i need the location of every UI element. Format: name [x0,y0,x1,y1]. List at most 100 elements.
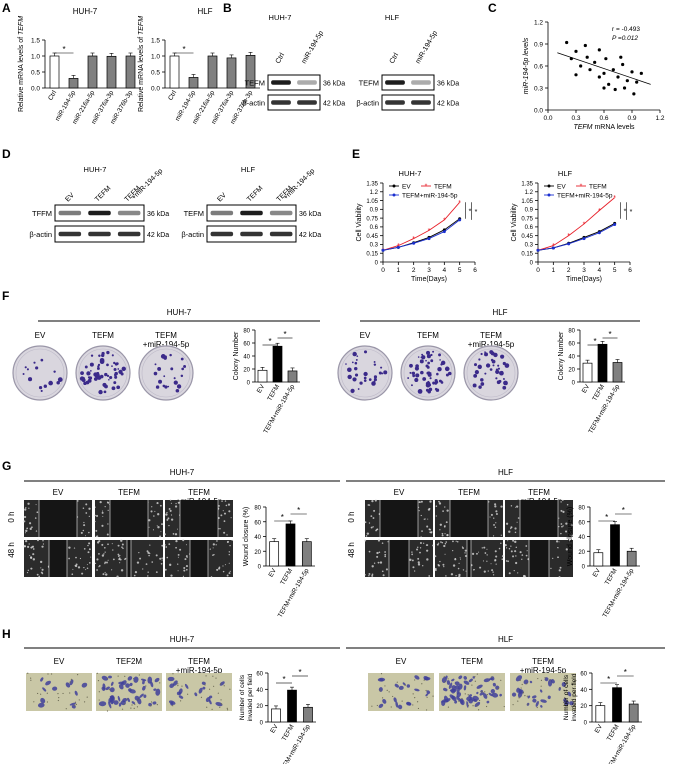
invaded-cell [468,678,473,683]
series-marker [597,231,601,235]
invaded-cell [219,681,225,686]
pore [575,679,577,682]
cell-speck [560,523,563,525]
colony [495,377,498,380]
y-tick-label: 0.15 [521,252,533,258]
lane-label: Ctrl [275,52,287,65]
group-title: HLF [492,308,507,317]
invaded-cell [535,700,539,707]
series-marker [536,248,540,252]
cell-speck [122,547,124,550]
cell-speck [514,527,517,530]
dish-rim [340,348,390,398]
pore [425,689,427,692]
cell-speck [177,570,179,572]
condition-label: EV [360,331,371,340]
lane-label: EV [216,192,228,204]
invaded-cell [425,693,429,697]
cell-speck [82,507,85,510]
colony [183,364,187,368]
condition-label: TEFM [118,488,140,497]
panel-letter-d: D [2,147,11,161]
legend-label: EV [557,184,566,191]
colony [497,367,501,370]
series-line [537,224,615,251]
pore [181,685,183,687]
protein-band [88,210,111,216]
regression-line [557,52,651,85]
legend-marker: * [425,184,428,191]
cell-speck [103,546,106,549]
pore [211,708,213,710]
invaded-cell [406,702,412,706]
invaded-cell [472,695,479,701]
cell-speck [101,510,104,512]
pore [177,683,179,685]
cell-speck [565,522,568,525]
y-tick-label: 20 [254,550,261,556]
series-marker [396,245,400,249]
cell-speck [210,576,213,578]
pore [46,692,48,694]
protein-band [210,231,234,237]
invaded-cell [458,675,463,680]
colony [368,378,372,381]
colony [48,380,53,386]
cell-speck [164,568,167,571]
colony [420,356,423,359]
cell-speck [28,507,30,509]
cell-speck [106,533,109,536]
cell-speck [75,565,78,568]
cell-speck [452,564,456,567]
cell-speck [439,560,441,563]
series-marker [613,223,617,227]
pore [177,685,179,687]
cell-speck [559,566,562,569]
cell-speck [142,568,144,570]
cell-speck [222,570,225,573]
cell-speck [368,575,370,577]
cell-speck [107,523,109,525]
cell-speck [440,541,442,543]
cell-speck [165,546,168,548]
y-tick-label: 40 [580,688,587,694]
scatter-point [574,73,578,77]
y-axis-label-prefix: Relative mRNA levels of [18,35,25,112]
colony [97,363,101,367]
cell-speck [457,567,460,570]
invaded-cell [208,699,212,705]
x-tick-label: 3 [427,267,431,274]
colony [111,354,114,357]
group-title: HUH-7 [167,308,192,317]
cell-speck [557,546,559,549]
pore [512,704,514,706]
cell-speck [558,569,561,572]
legend-marker [547,184,551,188]
invaded-cell [486,700,490,704]
pore [485,705,488,708]
cell-speck [492,571,494,573]
condition-label: TEFM [155,331,177,340]
group-title: HLF [498,468,513,477]
bar [593,552,604,567]
cell-speck [136,561,140,564]
cell-speck [498,547,501,550]
colony [352,351,357,357]
condition-label: EV [53,488,64,497]
scatter-point [604,57,608,61]
category-label: TEFM [606,724,621,743]
cell-speck [139,557,142,560]
cell-speck [222,565,224,567]
colony [119,370,122,373]
cell-speck [172,533,175,535]
colony [43,384,47,388]
invaded-cell [69,679,74,686]
cell-speck [442,563,445,566]
cell-speck [444,543,447,545]
condition-label: EV [396,657,407,666]
colony [502,385,507,390]
cell-speck [32,548,35,550]
cell-speck [420,500,423,503]
invaded-cell [443,695,449,703]
y-tick-label: 60 [243,342,250,348]
